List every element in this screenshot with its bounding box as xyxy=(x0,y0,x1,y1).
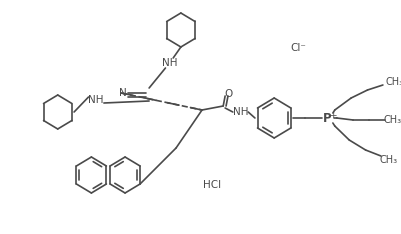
Text: NH: NH xyxy=(88,95,104,105)
Text: +: + xyxy=(328,110,336,120)
Text: CH₃: CH₃ xyxy=(383,115,401,125)
Text: O: O xyxy=(223,89,231,99)
Text: NH: NH xyxy=(161,58,176,68)
Text: NH: NH xyxy=(232,107,248,117)
Text: CH₃: CH₃ xyxy=(379,155,397,165)
Text: Cl⁻: Cl⁻ xyxy=(290,43,306,53)
Text: CH₃: CH₃ xyxy=(385,77,401,87)
Text: N: N xyxy=(119,88,127,98)
Text: P: P xyxy=(322,111,330,124)
Text: HCl: HCl xyxy=(202,180,220,190)
